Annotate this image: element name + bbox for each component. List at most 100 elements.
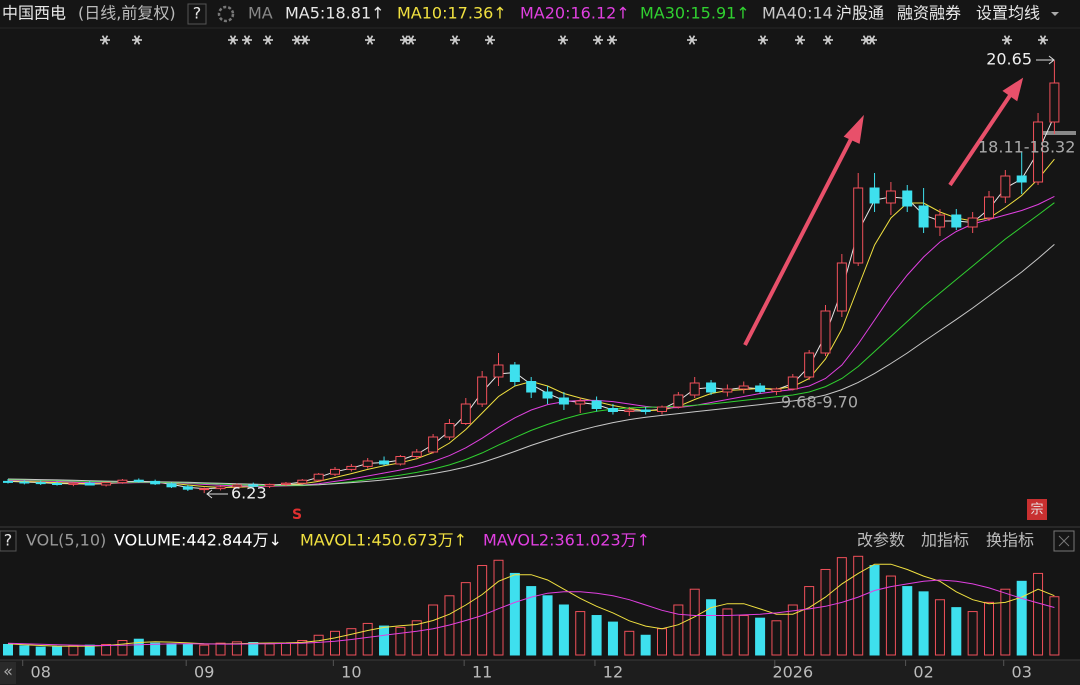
signal-marker: S xyxy=(292,507,302,523)
button[interactable]: 改参数 xyxy=(857,531,905,550)
mavol-line xyxy=(7,579,1055,647)
candle-body xyxy=(885,190,896,204)
legend-entry: MA40:14 xyxy=(762,4,833,23)
legend-entry: MAVOL1:450.673万↑ xyxy=(300,531,467,550)
x-tick-label: 10 xyxy=(341,663,361,682)
scroll-icon[interactable]: « xyxy=(3,662,13,681)
volume-bar xyxy=(755,617,766,656)
scroll-button[interactable] xyxy=(0,662,16,684)
x-tick-label: 09 xyxy=(194,663,214,682)
volume-bar xyxy=(362,622,373,656)
help[interactable]: ? xyxy=(193,4,202,23)
candle-body xyxy=(330,468,340,475)
signal-icon xyxy=(264,35,272,45)
candle-body xyxy=(967,217,978,228)
candle-body xyxy=(133,479,144,482)
volume-bar xyxy=(526,586,537,656)
signal-icon xyxy=(133,35,141,45)
signal-icon xyxy=(824,35,832,45)
volume-bar xyxy=(869,565,880,656)
volume-bar xyxy=(1000,588,1011,656)
signal-icon xyxy=(868,35,876,45)
volume-bar xyxy=(3,643,13,656)
dropdown-icon[interactable] xyxy=(1051,12,1059,16)
candle-body xyxy=(199,488,210,491)
candle-body xyxy=(297,479,308,484)
x-tick-label: 08 xyxy=(31,663,51,682)
button[interactable]: 换指标 xyxy=(986,531,1034,550)
candle-body xyxy=(68,482,79,485)
volume-bar xyxy=(166,643,177,656)
candle-body xyxy=(640,409,651,412)
annotation-arrow xyxy=(1048,55,1055,65)
toolbar-link[interactable]: 融资融券 xyxy=(897,4,961,23)
candle-body xyxy=(689,382,700,396)
settings-icon[interactable] xyxy=(217,5,235,23)
volume-bar xyxy=(330,630,340,656)
candle-body xyxy=(509,364,520,382)
volume-bar xyxy=(68,645,79,656)
candle-body xyxy=(624,409,635,412)
volume-bar xyxy=(902,586,913,656)
signal-icon xyxy=(486,35,494,45)
mavol-line xyxy=(7,563,1055,647)
candle-body xyxy=(657,406,667,412)
candle-body xyxy=(607,408,618,412)
signal-icon xyxy=(243,35,251,45)
price-annotation: 9.68-9.70 xyxy=(781,393,858,412)
volume-bar xyxy=(836,557,847,656)
arrow-head xyxy=(1002,77,1024,102)
candle-body xyxy=(379,460,390,465)
subtitle: (日线,前复权) xyxy=(78,4,176,23)
candle-body xyxy=(951,214,962,228)
candle-body xyxy=(428,436,439,453)
volume-bar xyxy=(101,643,112,656)
x-tick-label: 2026 xyxy=(772,663,813,682)
volume-bar xyxy=(542,595,553,656)
help[interactable]: ? xyxy=(4,531,13,550)
candle-body xyxy=(313,473,324,481)
volume-bar xyxy=(477,565,488,656)
help-box xyxy=(0,530,17,552)
x-tick-label: 11 xyxy=(472,663,492,682)
candle-body xyxy=(820,310,831,354)
volume-bar xyxy=(117,640,128,656)
volume-bar xyxy=(1049,596,1060,656)
candle-body xyxy=(231,484,242,488)
candle-body xyxy=(411,451,422,457)
toolbar-link[interactable]: 设置均线 xyxy=(976,4,1040,23)
ma-button[interactable]: MA xyxy=(248,4,273,23)
volume-bar xyxy=(689,588,700,656)
volume-bar xyxy=(428,604,439,656)
price-marker xyxy=(1036,131,1076,135)
trend-arrows xyxy=(743,77,1024,346)
candle-body xyxy=(706,382,717,393)
volume-bar xyxy=(722,608,733,656)
candle-body xyxy=(853,187,864,264)
toolbar-link[interactable]: 沪股通 xyxy=(836,4,884,23)
candle-body xyxy=(787,376,798,390)
signal-icon xyxy=(101,35,109,45)
signal-icon xyxy=(366,35,374,45)
candle-body xyxy=(280,482,291,485)
volume-bar xyxy=(934,599,945,656)
candle-body xyxy=(19,481,30,484)
volume-bar xyxy=(133,638,144,656)
volume-bar xyxy=(35,646,46,656)
candle-body xyxy=(117,479,128,484)
candle-body xyxy=(575,400,586,405)
badge[interactable] xyxy=(1027,499,1047,520)
volume-bar xyxy=(199,644,210,656)
badge-text[interactable]: 宗 xyxy=(1030,502,1043,518)
close-icon[interactable] xyxy=(1053,530,1075,552)
volume-bar xyxy=(787,604,798,656)
volume-bar xyxy=(231,641,242,656)
candle-body xyxy=(35,482,46,485)
candle-body xyxy=(1049,82,1060,123)
candle-body xyxy=(673,394,684,408)
candle-body xyxy=(1033,121,1044,183)
button[interactable]: 加指标 xyxy=(921,531,969,550)
candle-body xyxy=(346,465,357,470)
candle-body xyxy=(771,388,782,392)
